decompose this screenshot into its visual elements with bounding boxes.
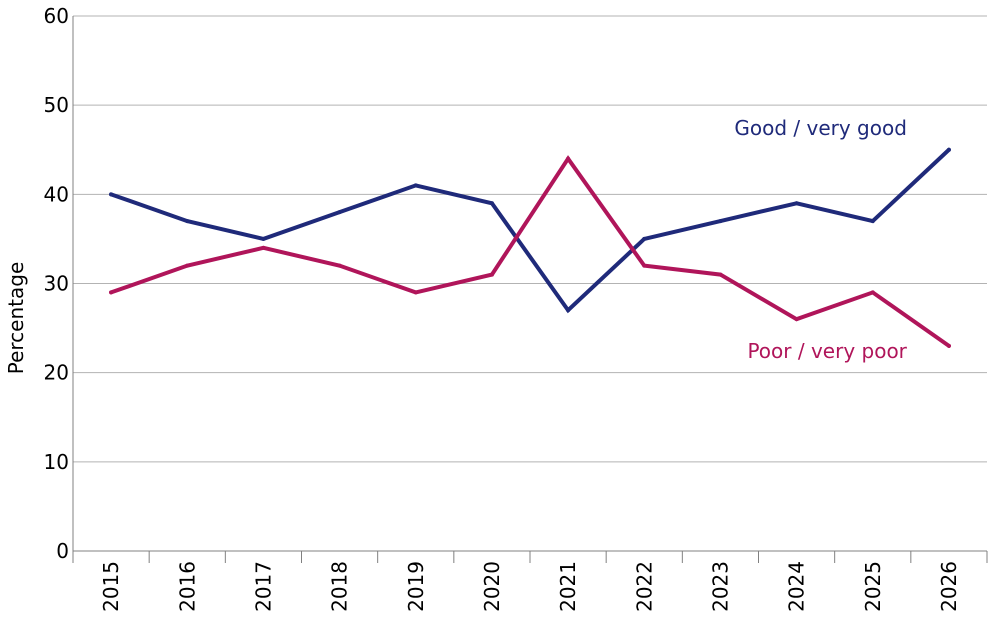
- x-tick-label: 2025: [861, 561, 885, 612]
- x-tick-label: 2016: [175, 561, 199, 612]
- x-tick-label: 2015: [99, 561, 123, 612]
- x-tick-label: 2021: [556, 561, 580, 612]
- data-point: [718, 272, 723, 277]
- series-line-0: [109, 147, 951, 314]
- data-point: [642, 236, 647, 241]
- data-point: [946, 343, 951, 348]
- y-tick-label: 30: [44, 272, 69, 296]
- data-point: [337, 210, 342, 215]
- data-point: [946, 147, 951, 152]
- data-point: [413, 183, 418, 188]
- x-tick-label: 2018: [328, 561, 352, 612]
- y-tick-label: 60: [44, 4, 69, 28]
- series-label-0: Good / very good: [734, 116, 907, 140]
- data-point: [718, 219, 723, 224]
- y-tick-labels: 0 10 20 30 40 50 60: [44, 4, 69, 563]
- x-tick-label: 2023: [708, 561, 732, 612]
- y-tick-label: 0: [56, 539, 69, 563]
- x-tick-label: 2024: [785, 561, 809, 612]
- data-point: [870, 290, 875, 295]
- data-point: [566, 156, 571, 161]
- data-point: [413, 290, 418, 295]
- data-point: [489, 201, 494, 206]
- y-tick-label: 50: [44, 93, 69, 117]
- data-point: [337, 263, 342, 268]
- data-point: [794, 317, 799, 322]
- data-point: [261, 236, 266, 241]
- data-point: [261, 245, 266, 250]
- x-tick-label: 2026: [937, 561, 961, 612]
- x-tick-label: 2020: [480, 561, 504, 612]
- data-point: [185, 219, 190, 224]
- x-tick-labels: 2015 2016 2017 2018 2019 2020 2021 2022 2023 2024…: [99, 561, 961, 612]
- data-point: [185, 263, 190, 268]
- x-tick-label: 2019: [404, 561, 428, 612]
- y-axis-title: Percentage: [4, 262, 28, 375]
- y-tick-label: 10: [44, 450, 69, 474]
- data-point: [794, 201, 799, 206]
- data-point: [642, 263, 647, 268]
- x-tick-label: 2022: [632, 561, 656, 612]
- axes: [72, 16, 988, 563]
- y-tick-label: 40: [44, 182, 69, 206]
- data-point: [566, 308, 571, 313]
- series-line-1: [109, 155, 951, 348]
- y-tick-label: 20: [44, 361, 69, 385]
- data-point: [870, 219, 875, 224]
- x-tick-label: 2017: [251, 561, 275, 612]
- series-labels: Good / very good Poor / very poor: [734, 116, 907, 363]
- data-point: [109, 192, 114, 197]
- series-label-1: Poor / very poor: [747, 339, 907, 363]
- data-point: [109, 290, 114, 295]
- gridlines: [73, 15, 987, 463]
- data-point: [489, 272, 494, 277]
- series-lines: [109, 147, 951, 348]
